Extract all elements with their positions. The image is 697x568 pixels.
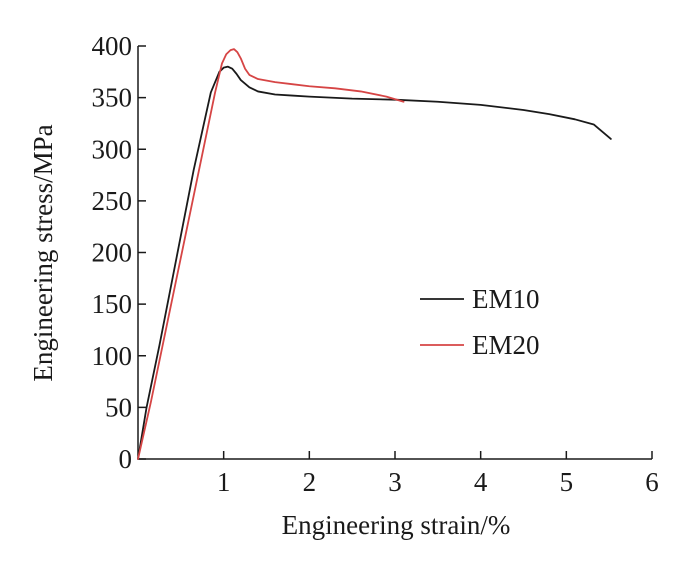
x-axis-label: Engineering strain/% [282, 510, 511, 540]
y-tick-label: 150 [92, 289, 133, 319]
y-tick-label: 0 [119, 444, 133, 474]
series-layer [137, 48, 612, 460]
y-tick-label: 200 [92, 238, 133, 268]
y-tick-label: 50 [105, 392, 132, 422]
x-tick-label: 1 [217, 467, 231, 497]
y-tick-label: 100 [92, 341, 133, 371]
legend: EM10 EM20 [420, 284, 540, 360]
x-tick-label: 4 [474, 467, 488, 497]
axes-layer: 0 50 100 150 200 250 300 350 400 1 2 3 4 5 6 [92, 31, 659, 497]
series-line-em20 [137, 48, 405, 460]
legend-label-em10: EM10 [472, 284, 540, 314]
x-tick-label: 2 [303, 467, 317, 497]
x-tick-label: 5 [560, 467, 574, 497]
y-tick-label: 300 [92, 134, 133, 164]
y-tick-label: 400 [92, 31, 133, 61]
x-tick-label: 3 [388, 467, 402, 497]
y-tick-label: 350 [92, 83, 133, 113]
x-tick-label: 6 [645, 467, 659, 497]
y-axis-label: Engineering stress/MPa [28, 124, 58, 381]
series-line-em10 [137, 65, 612, 460]
y-tick-label: 250 [92, 186, 133, 216]
legend-label-em20: EM20 [472, 330, 540, 360]
